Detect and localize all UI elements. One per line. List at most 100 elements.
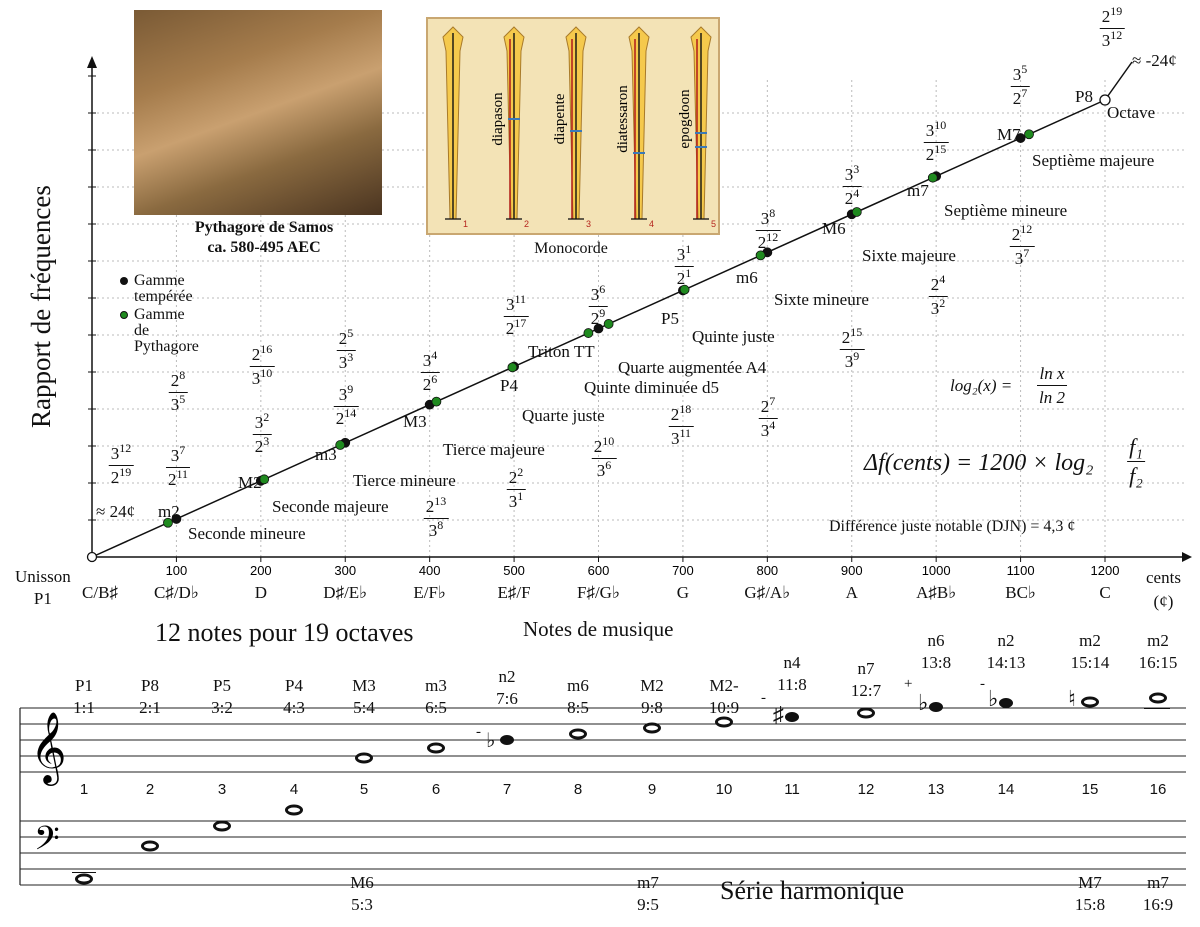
note-label: BC♭ (1005, 583, 1036, 602)
pythagorean-point (507, 362, 518, 373)
pythagorean-point (679, 284, 690, 295)
interval-abbr: m6 (736, 268, 758, 287)
caption-mid: Notes de musique (523, 617, 674, 641)
sharp-sign: ♯ (773, 702, 784, 727)
harmonic-number: 15 (1081, 781, 1099, 798)
harmonic-note (75, 873, 93, 885)
interval-name: Quarte augmentée A4 (618, 358, 767, 377)
interval-name: Tierce majeure (443, 440, 545, 459)
note-label: A♯B♭ (916, 583, 957, 602)
harmonic-note (569, 728, 587, 740)
ratio-fraction: 35 27 (1010, 62, 1030, 108)
harmonic-interval: M2- 10:9 (708, 676, 740, 718)
ratio-fraction: 39 214 (333, 382, 359, 428)
interval-abbr: P4 (500, 376, 518, 395)
ratio-fraction: 215 39 (839, 325, 865, 371)
ratio-fraction: 34 26 (420, 348, 440, 394)
ratio-fraction: 25 33 (336, 326, 356, 372)
ratio-fraction: 24 32 (928, 272, 948, 318)
harmonic-note (1149, 692, 1167, 704)
ratio-fraction: 213 38 (423, 494, 449, 540)
harmonic-interval: m3 6:5 (425, 676, 447, 718)
x-axis-arrow (1182, 552, 1192, 562)
x-tick-label: 900 (841, 563, 863, 578)
pythagorean-point (927, 172, 938, 183)
monochord-number: 4 (649, 219, 654, 229)
caption-left: 12 notes pour 19 octaves (155, 618, 414, 647)
pythagorean-point (603, 319, 614, 329)
harmonic-interval: M3 5:4 (352, 676, 376, 718)
pythagorean-point (259, 474, 270, 485)
harmonic-number: 4 (289, 781, 299, 798)
monochord-title: Monocorde (534, 240, 608, 257)
interval-abbr: m7 (907, 181, 929, 200)
harmonic-bottom-label: M7 15:8 (1074, 873, 1106, 915)
interval-name: Sixte mineure (774, 290, 869, 309)
harmonic-note (500, 735, 514, 745)
monochord-string-label: epogdoon (677, 89, 693, 149)
note-label: F♯/G♭ (577, 583, 620, 602)
harmonic-number: 3 (217, 781, 227, 798)
harmonic-note (999, 698, 1013, 708)
ledger-line (72, 872, 96, 873)
harmonic-interval: P5 3:2 (211, 676, 233, 718)
x-tick-label: 800 (756, 563, 778, 578)
harmonic-interval: P8 2:1 (139, 676, 161, 718)
pythagoras-portrait (134, 10, 382, 215)
pythagorean-point (335, 440, 346, 450)
note-label: C♯/D♭ (153, 583, 199, 602)
harmonic-number: 14 (997, 781, 1015, 798)
harmonic-note (929, 702, 943, 712)
top-approx: ≈ -24¢ (1132, 51, 1177, 70)
unison-point (86, 551, 98, 563)
top-fraction: 219 312 (1099, 4, 1125, 50)
interval-abbr: M7 (997, 125, 1021, 144)
plus-sign: + (904, 676, 913, 692)
ratio-fraction: 22 31 (506, 465, 526, 511)
harmonic-number: 8 (573, 781, 583, 798)
note-label: A (845, 583, 858, 602)
harmonic-number: 12 (857, 781, 875, 798)
harmonic-interval: m6 8:5 (567, 676, 589, 718)
harmonic-note (427, 742, 445, 754)
bass-clef: 𝄢 (34, 820, 60, 866)
harmonic-bottom-label: m7 16:9 (1142, 873, 1174, 915)
ledger-line (1144, 708, 1170, 709)
harmonic-number: 2 (145, 781, 155, 798)
monochord-number: 5 (711, 219, 716, 229)
djn-label: Différence juste notable (DJN) = 4,3 ¢ (829, 518, 1076, 535)
harmonic-number: 16 (1149, 781, 1167, 798)
x-tick-label: 700 (672, 563, 694, 578)
x-tick-label: 1100 (1007, 563, 1035, 578)
harmonic-note (285, 804, 303, 816)
interval-name: Quinte diminuée d5 (584, 378, 720, 397)
harmonic-interval: M2 9:8 (640, 676, 664, 718)
x-tick-label: 600 (588, 563, 610, 578)
monochord-number: 1 (463, 219, 468, 229)
pythagorean-point (755, 250, 766, 261)
harmonic-number: 5 (359, 781, 369, 798)
note-label: D (254, 583, 267, 602)
x-tick-label: 1200 (1091, 563, 1120, 578)
ratio-fraction: 27 34 (758, 394, 778, 440)
harmonic-note (355, 752, 373, 764)
p8-label: P8 (1075, 87, 1093, 106)
portrait-name: Pythagore de Samos (194, 219, 334, 236)
monochord-number: 2 (524, 219, 529, 229)
interval-abbr: M3 (403, 412, 427, 431)
harmonic-bottom-label: m7 9:5 (637, 873, 659, 915)
ratio-fraction: 311 217 (503, 292, 529, 338)
note-label: C (1099, 583, 1111, 602)
interval-name: Sixte majeure (862, 246, 956, 265)
harmonic-number: 11 (784, 781, 800, 798)
interval-name: Septième mineure (944, 201, 1068, 220)
diagonal-line-ext (1104, 61, 1133, 101)
harmonic-note (1081, 696, 1099, 708)
x-tick-label: 1000 (922, 563, 951, 578)
harmonic-interval: n4 11:8 (777, 653, 807, 695)
harmonic-number: 1 (79, 781, 89, 798)
harmonic-interval: P4 4:3 (283, 676, 305, 718)
harmonic-interval: n6 13:8 (920, 631, 952, 673)
interval-abbr: m3 (315, 445, 337, 464)
interval-name: Seconde majeure (272, 497, 389, 516)
